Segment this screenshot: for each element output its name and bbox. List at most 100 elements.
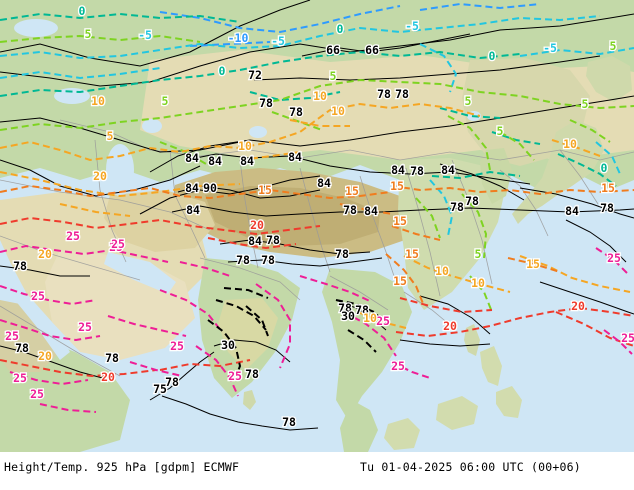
land-sri-lanka	[243, 390, 256, 410]
isotherm-15	[0, 184, 634, 307]
height-contour-label-halo: 78	[261, 253, 275, 267]
temperature-contour-label: 10	[563, 137, 577, 151]
temperature-contour-label: 25	[170, 339, 184, 353]
temperature-contour-layer	[0, 2, 634, 413]
temperature-contour-label: 20	[38, 247, 52, 261]
height-contour-label-halo: 84	[288, 150, 302, 164]
height-contour-label-halo: 78	[377, 87, 391, 101]
height-contour-label: 84	[185, 151, 199, 165]
height-contour-label: 78	[395, 87, 409, 101]
height-contour-label: 78	[450, 200, 464, 214]
height-contour-label: 66	[326, 43, 340, 57]
temperature-contour-label: 25	[66, 229, 80, 243]
temperature-contour-label-halo: -5	[138, 28, 152, 42]
land-tibet-high	[205, 186, 380, 246]
temperature-contour-label-halo: 10	[238, 139, 252, 153]
temperature-contour-label: -5	[138, 28, 152, 42]
height-contour-label: 78	[105, 351, 119, 365]
height-contour-label: 78	[13, 259, 27, 273]
height-contour-label-halo: 78	[343, 203, 357, 217]
height-contour-label-halo: 78	[355, 303, 369, 317]
isotherm-10	[0, 102, 631, 329]
temperature-contour-label: 10	[471, 276, 485, 290]
height-contour-label: 84	[186, 203, 200, 217]
isotherm--10	[159, 2, 541, 47]
temperature-contour-label-halo: 25	[31, 289, 45, 303]
temperature-contour-label: 5	[85, 27, 92, 41]
temperature-contour-label: 0	[337, 22, 344, 36]
height-contour-label: 75	[153, 382, 167, 396]
height-contour-label-halo: 84	[185, 151, 199, 165]
caspian-sea	[106, 144, 134, 196]
temperature-contour-label: 10	[238, 139, 252, 153]
height-contour-label: 78	[343, 203, 357, 217]
isotherm-0	[0, 12, 617, 187]
height-contour-label: 84	[208, 154, 222, 168]
temperature-contour-label-halo: 15	[345, 184, 359, 198]
temperature-contour-label-halo: 25	[109, 240, 123, 254]
temperature-contour-label: 25	[5, 329, 19, 343]
height-contour-label-halo: 78	[105, 351, 119, 365]
temperature-contour-label-halo: 25	[376, 314, 390, 328]
height-contour-label-halo: 78	[13, 259, 27, 273]
temperature-contour-label: 0	[601, 161, 608, 175]
height-contour-label-halo: 75	[153, 382, 167, 396]
height-contour-label-halo: 84	[441, 163, 455, 177]
temperature-contour-label-halo: 15	[258, 183, 272, 197]
isotherm-30	[207, 287, 387, 383]
height-contour-label: 78	[245, 367, 259, 381]
isotherm-25	[0, 244, 633, 413]
temperature-contour-label: 5	[610, 39, 617, 53]
height-contour-label-halo: 84	[240, 154, 254, 168]
temperature-contour-label: 5	[162, 94, 169, 108]
temperature-contour-label: 25	[607, 251, 621, 265]
height-contour-label-halo: 78	[259, 96, 273, 110]
temperature-contour-label: 15	[405, 247, 419, 261]
temperature-contour-label: 25	[376, 314, 390, 328]
temperature-contour-label-halo: 0	[79, 4, 86, 18]
height-contour-label: 84	[185, 181, 199, 195]
height-contour-label: 78	[261, 253, 275, 267]
temperature-contour-label-halo: 30	[221, 338, 235, 352]
footer-valid-time: Tu 01-04-2025 06:00 UTC (00+06)	[360, 460, 581, 474]
height-contour-label-halo: 78	[450, 200, 464, 214]
height-contour-label-halo: 78	[338, 301, 352, 315]
height-contour-label-halo: 78	[410, 164, 424, 178]
lake-balkhash	[249, 126, 267, 138]
temperature-contour-label-halo: 5	[497, 124, 504, 138]
temperature-contour-label-halo: 25	[111, 237, 125, 251]
temperature-contour-label: 20	[571, 299, 585, 313]
map-canvas[interactable]: 66 66 66 66 72 72 78 78 78 78 78 78 78 78 84 84 84 84 84 84…	[0, 0, 634, 452]
height-contour-label: 78	[15, 341, 29, 355]
land-east-china	[398, 158, 505, 310]
temperature-contour-label-halo: 5	[582, 97, 589, 111]
temperature-contour-label-halo: 20	[571, 299, 585, 313]
temperature-contour-label: -10	[228, 31, 249, 45]
temperature-contour-label: 10	[331, 104, 345, 118]
temperature-contour-label: 0	[219, 64, 226, 78]
height-contour-label-halo: 66	[326, 43, 340, 57]
temperature-contour-label-halo: 15	[601, 181, 615, 195]
temperature-contour-label-halo: 20	[93, 169, 107, 183]
height-contour-label: 84	[240, 154, 254, 168]
height-contour-label-halo: 78	[165, 375, 179, 389]
height-contour-label-halo: 78	[236, 253, 250, 267]
height-contour-label-halo: 78	[600, 201, 614, 215]
land-japan	[512, 120, 604, 224]
red-sea	[10, 286, 70, 360]
temperature-contour-label-halo: 20	[443, 319, 457, 333]
land-borneo	[436, 396, 478, 430]
temperature-contour-label-halo: 5	[162, 94, 169, 108]
temperature-contour-label-halo: 25	[5, 329, 19, 343]
height-contour-label-halo: 78	[245, 367, 259, 381]
temperature-contour-label-halo: 20	[250, 218, 264, 232]
height-contour-label: 72	[248, 68, 262, 82]
temperature-contour-label-halo: 5	[330, 69, 337, 83]
temperature-contour-label-halo: 25	[13, 371, 27, 385]
height-contour-label-halo: 78	[465, 194, 479, 208]
temperature-contour-label: 25	[13, 371, 27, 385]
temperature-contour-label: 20	[93, 169, 107, 183]
